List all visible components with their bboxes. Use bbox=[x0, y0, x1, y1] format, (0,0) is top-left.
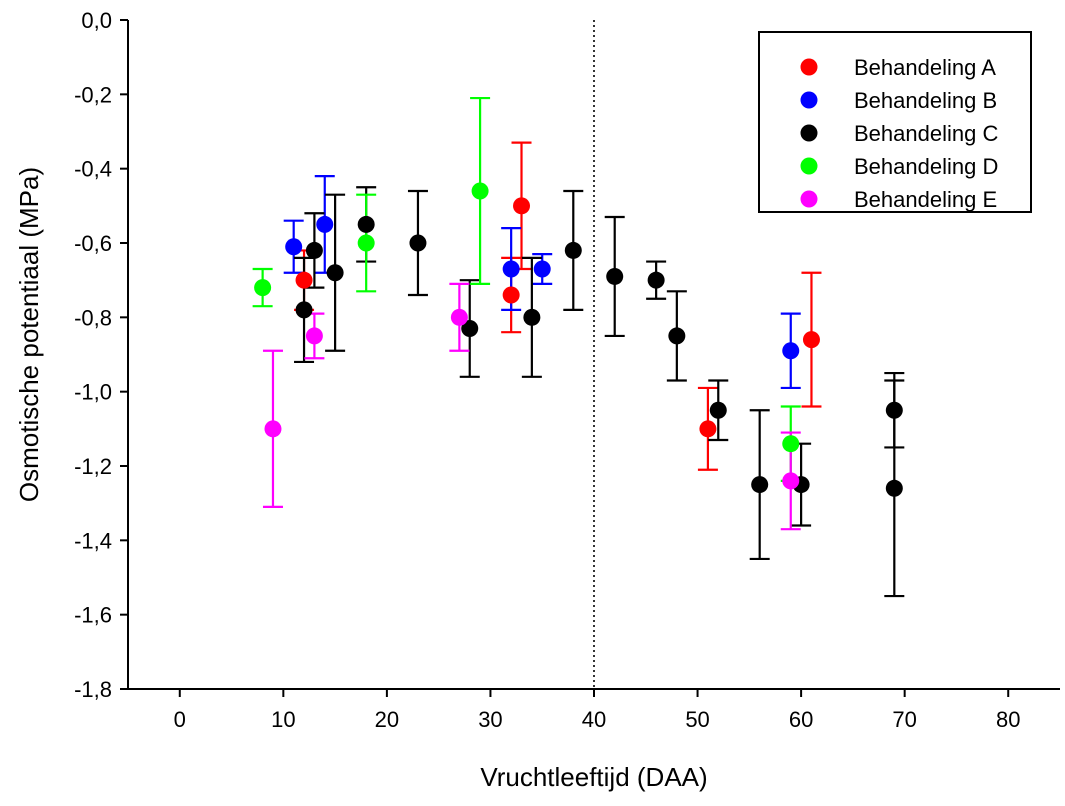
legend-label: Behandeling E bbox=[854, 187, 997, 212]
y-tick-label: -1,4 bbox=[74, 528, 112, 553]
data-point-behandeling-c bbox=[461, 319, 479, 337]
y-tick-label: -0,4 bbox=[74, 157, 112, 182]
y-tick-label: -1,6 bbox=[74, 603, 112, 628]
data-point-behandeling-a bbox=[295, 271, 313, 289]
y-tick-label: -1,8 bbox=[74, 677, 112, 702]
data-point-behandeling-e bbox=[450, 308, 468, 326]
data-point-behandeling-e bbox=[782, 472, 800, 490]
data-point-behandeling-c bbox=[295, 301, 313, 319]
data-point-behandeling-a bbox=[699, 420, 717, 438]
x-tick-label: 40 bbox=[582, 707, 606, 732]
data-point-behandeling-c bbox=[357, 215, 375, 233]
data-point-behandeling-d bbox=[471, 182, 489, 200]
data-point-behandeling-d bbox=[782, 435, 800, 453]
data-point-behandeling-b bbox=[316, 215, 334, 233]
x-tick-label: 30 bbox=[478, 707, 502, 732]
legend-label: Behandeling B bbox=[854, 88, 997, 113]
data-point-behandeling-c bbox=[885, 479, 903, 497]
legend-marker bbox=[800, 157, 818, 175]
data-point-behandeling-c bbox=[885, 401, 903, 419]
y-tick-label: -1,2 bbox=[74, 454, 112, 479]
data-point-behandeling-c bbox=[709, 401, 727, 419]
y-tick-label: 0,0 bbox=[81, 8, 112, 33]
legend-marker bbox=[800, 190, 818, 208]
x-tick-label: 20 bbox=[375, 707, 399, 732]
y-tick-label: -0,2 bbox=[74, 82, 112, 107]
data-point-behandeling-c bbox=[409, 234, 427, 252]
legend-marker bbox=[800, 124, 818, 142]
data-point-behandeling-d bbox=[357, 234, 375, 252]
x-tick-label: 60 bbox=[789, 707, 813, 732]
data-point-behandeling-a bbox=[802, 331, 820, 349]
data-point-behandeling-c bbox=[305, 241, 323, 259]
legend-label: Behandeling A bbox=[854, 55, 996, 80]
data-point-behandeling-e bbox=[305, 327, 323, 345]
legend-marker bbox=[800, 58, 818, 76]
data-point-behandeling-c bbox=[668, 327, 686, 345]
y-tick-label: -1,0 bbox=[74, 380, 112, 405]
legend-label: Behandeling C bbox=[854, 121, 998, 146]
x-axis-label: Vruchtleeftijd (DAA) bbox=[480, 762, 707, 792]
data-point-behandeling-d bbox=[254, 279, 272, 297]
legend-marker bbox=[800, 91, 818, 109]
data-point-behandeling-e bbox=[264, 420, 282, 438]
x-tick-label: 10 bbox=[271, 707, 295, 732]
data-point-behandeling-c bbox=[564, 241, 582, 259]
data-point-behandeling-c bbox=[647, 271, 665, 289]
y-tick-label: -0,8 bbox=[74, 305, 112, 330]
data-point-behandeling-c bbox=[751, 476, 769, 494]
x-tick-label: 70 bbox=[892, 707, 916, 732]
data-point-behandeling-a bbox=[513, 197, 531, 215]
data-point-behandeling-a bbox=[502, 286, 520, 304]
x-tick-label: 80 bbox=[996, 707, 1020, 732]
data-point-behandeling-b bbox=[502, 260, 520, 278]
data-point-behandeling-c bbox=[606, 267, 624, 285]
x-tick-label: 0 bbox=[174, 707, 186, 732]
data-point-behandeling-b bbox=[285, 238, 303, 256]
data-point-behandeling-b bbox=[533, 260, 551, 278]
legend-label: Behandeling D bbox=[854, 154, 998, 179]
y-axis-label: Osmotische potentiaal (MPa) bbox=[14, 167, 44, 502]
x-tick-label: 50 bbox=[685, 707, 709, 732]
y-tick-label: -0,6 bbox=[74, 231, 112, 256]
data-point-behandeling-c bbox=[326, 264, 344, 282]
data-point-behandeling-c bbox=[523, 308, 541, 326]
data-point-behandeling-b bbox=[782, 342, 800, 360]
